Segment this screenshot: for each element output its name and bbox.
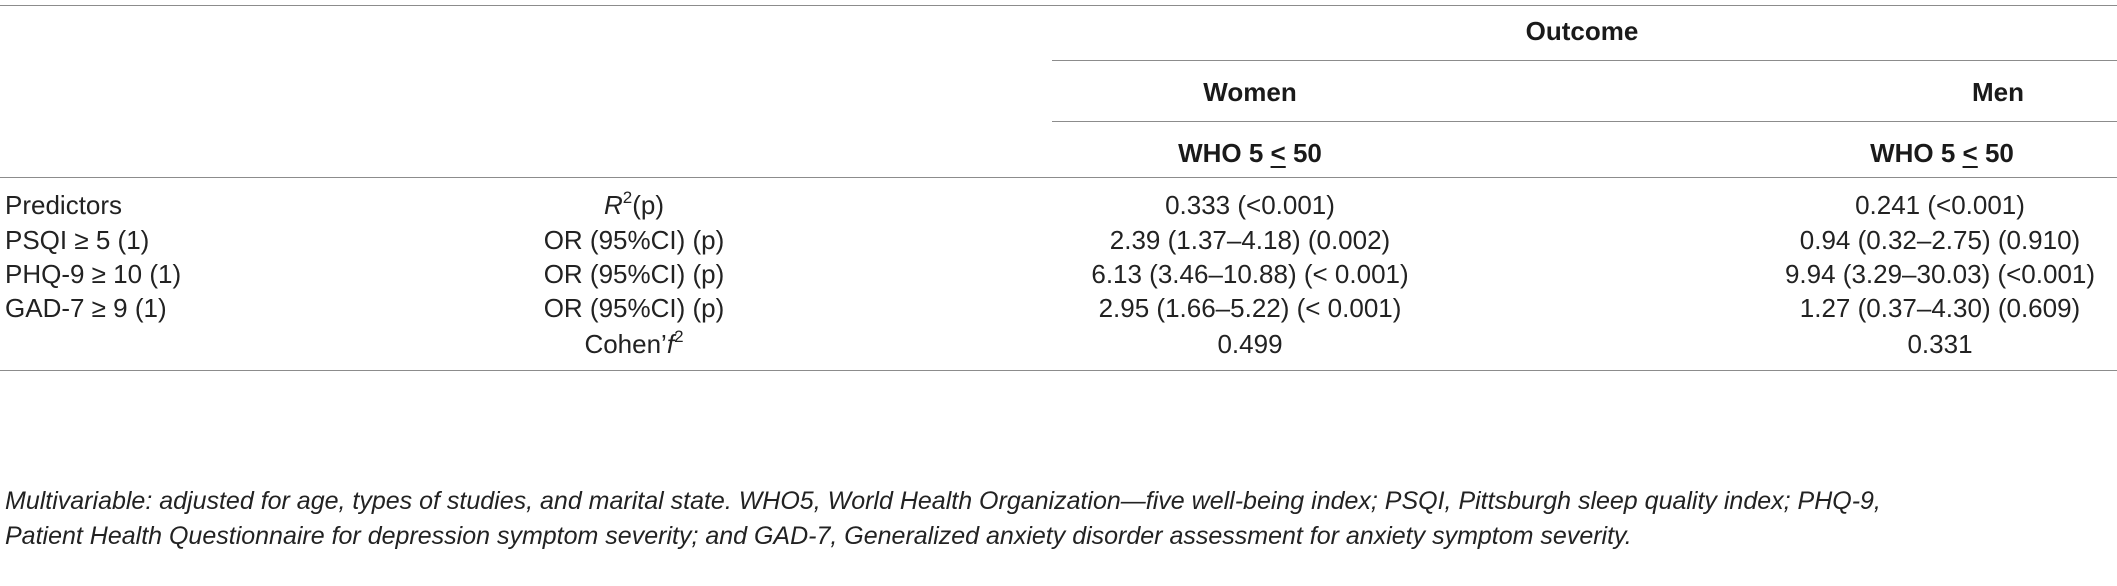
women-value: 2.39 (1.37–4.18) (0.002) xyxy=(1109,225,1391,255)
men-measure-prefix: WHO 5 xyxy=(1870,138,1963,168)
stat-label: OR (95%CI) (p) xyxy=(543,293,725,323)
men-measure-op: < xyxy=(1962,138,1978,168)
men-header: Men xyxy=(1972,77,2024,107)
women-value: 6.13 (3.46–10.88) (< 0.001) xyxy=(1091,259,1409,289)
predictor-label: GAD-7 ≥ 9 (1) xyxy=(5,293,167,323)
sex-underline xyxy=(1052,121,2117,122)
women-measure-op: < xyxy=(1270,138,1286,168)
predictor-label: Predictors xyxy=(5,190,123,220)
table-bottom-rule xyxy=(0,370,2117,371)
men-value: 0.94 (0.32–2.75) (0.910) xyxy=(1799,225,2081,255)
women-value: 2.95 (1.66–5.22) (< 0.001) xyxy=(1098,293,1402,323)
footnote-line: Patient Health Questionnaire for depress… xyxy=(5,522,1632,550)
men-measure-header: WHO 5 < 50 xyxy=(1870,138,2014,168)
outcome-header: Outcome xyxy=(1525,16,1639,46)
stat-suffix: (p) xyxy=(632,190,665,220)
predictor-label: PSQI ≥ 5 (1) xyxy=(5,225,150,255)
header-bottom-rule xyxy=(0,177,2117,178)
women-measure-header: WHO 5 < 50 xyxy=(1178,138,1322,168)
men-value: 0.241 (<0.001) xyxy=(1855,190,2025,220)
stat-prefix: Cohen’ xyxy=(584,329,667,359)
stat-label: Cohen’f2 xyxy=(584,327,684,359)
stat-sup: 2 xyxy=(622,188,633,207)
table-footnote: Multivariable: adjusted for age, types o… xyxy=(5,484,2105,554)
men-value: 9.94 (3.29–30.03) (<0.001) xyxy=(1784,259,2096,289)
women-value: 0.333 (<0.001) xyxy=(1165,190,1335,220)
men-value: 0.331 xyxy=(1907,329,1973,359)
stat-label: R2(p) xyxy=(603,188,665,220)
predictor-label: PHQ-9 ≥ 10 (1) xyxy=(5,259,182,289)
women-measure-prefix: WHO 5 xyxy=(1178,138,1271,168)
stat-label: OR (95%CI) (p) xyxy=(543,225,725,255)
stat-label: OR (95%CI) (p) xyxy=(543,259,725,289)
stat-ital: f xyxy=(666,329,675,359)
stat-prefix: R xyxy=(603,190,623,220)
women-header: Women xyxy=(1203,77,1297,107)
outcome-underline xyxy=(1052,60,2117,61)
men-measure-suffix: 50 xyxy=(1977,138,2014,168)
men-value: 1.27 (0.37–4.30) (0.609) xyxy=(1799,293,2081,323)
stat-sup: 2 xyxy=(674,327,684,346)
women-measure-suffix: 50 xyxy=(1285,138,1322,168)
women-value: 0.499 xyxy=(1217,329,1283,359)
top-rule xyxy=(0,5,2117,6)
footnote-line: Multivariable: adjusted for age, types o… xyxy=(5,487,1881,515)
